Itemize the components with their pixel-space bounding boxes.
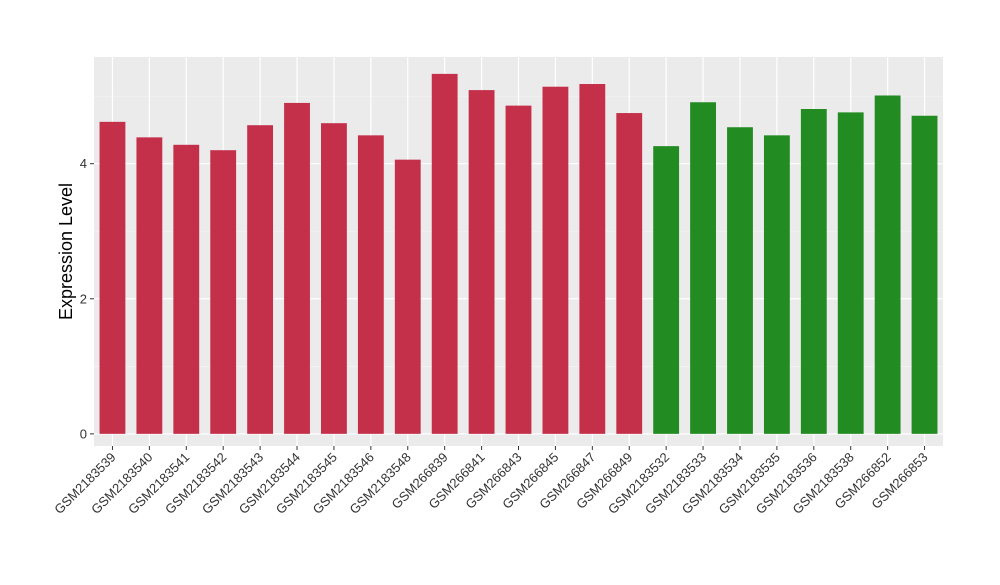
bar-GSM266847 bbox=[579, 84, 606, 434]
bar-GSM266853 bbox=[911, 115, 938, 434]
bar-GSM266852 bbox=[874, 95, 901, 434]
bar-GSM266845 bbox=[542, 86, 569, 434]
bar-GSM2183544 bbox=[284, 102, 310, 434]
bar-GSM266849 bbox=[616, 113, 643, 434]
bar-GSM2183536 bbox=[800, 109, 827, 434]
y-tick-label: 0 bbox=[80, 426, 87, 441]
bar-GSM2183546 bbox=[357, 135, 384, 434]
bar-GSM2183532 bbox=[653, 146, 680, 434]
y-tick-label: 4 bbox=[80, 156, 87, 171]
y-axis-title: Expression Level bbox=[56, 183, 76, 320]
bar-GSM2183534 bbox=[727, 127, 753, 434]
bar-GSM266841 bbox=[468, 90, 495, 434]
bar-GSM2183545 bbox=[321, 123, 347, 434]
x-axis: GSM2183539GSM2183540GSM2183541GSM2183542… bbox=[51, 446, 931, 517]
bar-GSM2183540 bbox=[136, 137, 163, 434]
bar-GSM266839 bbox=[431, 73, 458, 434]
bar-GSM2183548 bbox=[394, 159, 421, 434]
bar-GSM2183543 bbox=[247, 125, 274, 434]
bar-GSM2183541 bbox=[173, 144, 200, 434]
bar-GSM2183542 bbox=[210, 150, 237, 434]
y-tick-label: 2 bbox=[80, 291, 87, 306]
y-axis: 0 2 4 bbox=[80, 156, 94, 441]
bar-GSM2183533 bbox=[690, 102, 716, 434]
bar-GSM2183539 bbox=[99, 121, 126, 434]
bar-GSM2183538 bbox=[837, 112, 864, 434]
bar-GSM266843 bbox=[505, 105, 532, 434]
bars bbox=[99, 73, 938, 434]
bar-GSM2183535 bbox=[763, 135, 790, 434]
